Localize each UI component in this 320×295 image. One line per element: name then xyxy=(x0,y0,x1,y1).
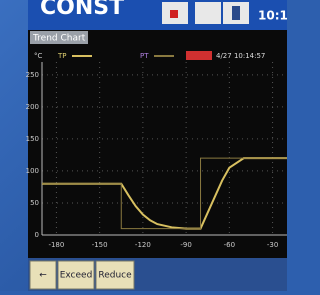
mode-label: CONST xyxy=(40,0,124,20)
x-tick-label: -180 xyxy=(48,241,64,249)
y-unit: °C xyxy=(34,52,43,60)
footer-button-label[interactable]: ← xyxy=(39,271,47,281)
x-tick-label: -30 xyxy=(267,241,278,249)
tab-label[interactable]: Trend Chart xyxy=(32,34,86,44)
status-box xyxy=(186,51,212,60)
clock: 10:1 xyxy=(258,9,287,23)
x-tick-label: -90 xyxy=(180,241,191,249)
legend-label: TP xyxy=(57,52,67,60)
y-tick-label: 150 xyxy=(26,135,39,143)
footer-button-label[interactable]: Reduce xyxy=(98,271,132,281)
icon xyxy=(170,10,178,18)
button[interactable] xyxy=(195,2,221,24)
y-tick-label: 50 xyxy=(30,199,39,207)
screen-photo: CONST 10:1 Trend Chart °C 4/27 10:14:57 … xyxy=(0,0,287,291)
y-tick-label: 250 xyxy=(26,71,39,79)
y-tick-label: 200 xyxy=(26,103,39,111)
y-tick-label: 100 xyxy=(26,167,39,175)
icon xyxy=(232,6,240,20)
x-tick-label: -150 xyxy=(92,241,108,249)
footer-button-label[interactable]: Exceed xyxy=(60,271,93,281)
x-tick-label: -60 xyxy=(224,241,235,249)
legend-label: PT xyxy=(140,52,149,60)
timestamp: 4/27 10:14:57 xyxy=(216,52,265,60)
y-tick-label: 0 xyxy=(35,231,39,239)
x-tick-label: -120 xyxy=(135,241,151,249)
